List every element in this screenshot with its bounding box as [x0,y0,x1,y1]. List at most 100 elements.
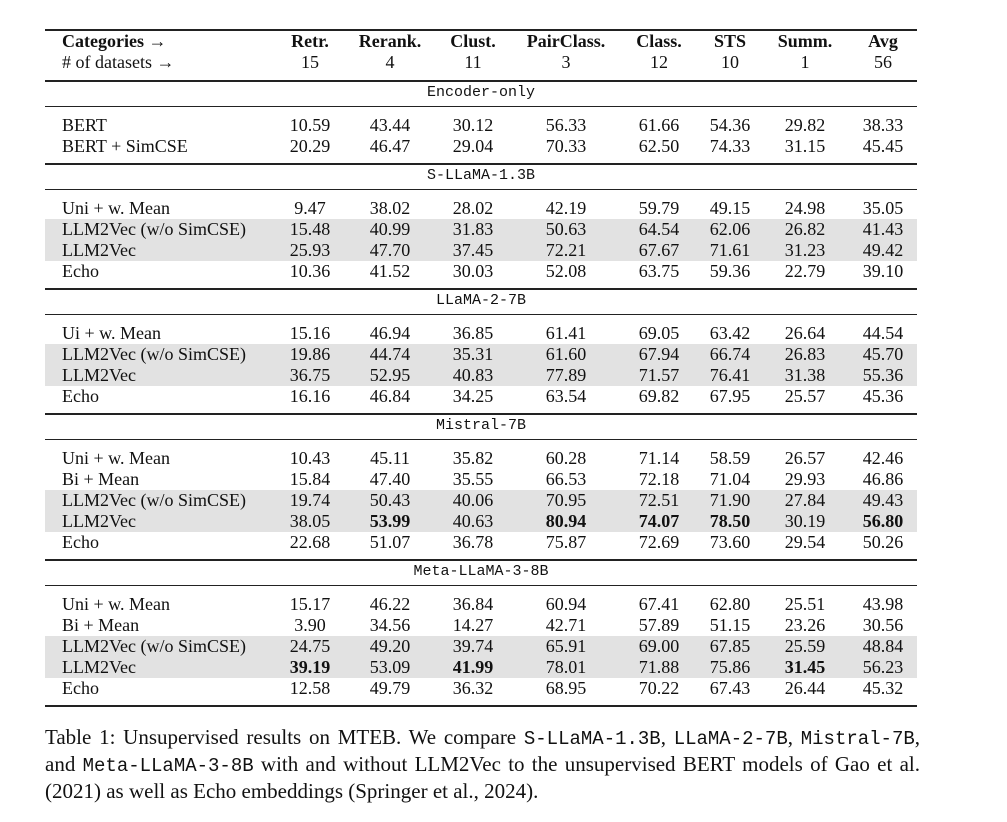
cell: 43.98 [862,594,904,614]
row-label: Uni + w. Mean [62,198,170,218]
cell: 67.95 [709,386,751,406]
cell: 26.64 [784,323,826,343]
cell: 52.95 [369,365,411,385]
section-title: Encoder-only [426,84,536,101]
rule [45,106,917,107]
row-label: Uni + w. Mean [62,448,170,468]
cell: 38.05 [289,511,331,531]
cell: 39.19 [289,657,331,677]
cell: 68.95 [545,678,587,698]
rule [45,288,917,290]
cell: 61.60 [545,344,587,364]
cell: 12.58 [289,678,331,698]
cell: 63.54 [545,386,587,406]
cell: 45.36 [862,386,904,406]
row-label: Echo [62,386,99,406]
cell: 49.15 [709,198,751,218]
caption-text: Table 1: Unsupervised results on MTEB. W… [45,725,524,749]
cell: 45.11 [370,448,410,468]
cell: 24.98 [784,198,826,218]
cell: 36.75 [289,365,331,385]
cell: 42.19 [545,198,587,218]
cell: 48.84 [862,636,904,656]
cell: 46.84 [369,386,411,406]
row-label: Echo [62,532,99,552]
cell: 62.06 [709,219,751,239]
cell: 15.48 [289,219,331,239]
cell: 50.43 [369,490,411,510]
row-label: Bi + Mean [62,615,140,635]
cell: 31.83 [452,219,494,239]
caption-text: , [787,725,801,749]
cell: 29.04 [452,136,494,156]
cell: 61.41 [545,323,587,343]
cell: 39.10 [862,261,904,281]
cell: 56.80 [862,511,904,531]
cell: 69.05 [638,323,680,343]
cell: 15.17 [289,594,331,614]
cell: 37.45 [452,240,494,260]
row-label: # of datasets → [62,52,175,72]
cell: 50.26 [862,532,904,552]
cell: 70.95 [545,490,587,510]
cell: 64.54 [638,219,680,239]
cell: 27.84 [784,490,826,510]
cell: 65.91 [545,636,587,656]
caption-text: LLaMA-2-7B [673,728,788,750]
cell: 25.57 [784,386,826,406]
cell: 14.27 [452,615,494,635]
cell: Rerank. [358,31,422,51]
section-title: LLaMA-2-7B [435,292,527,309]
cell: 29.54 [784,532,826,552]
cell: 75.86 [709,657,751,677]
cell: 57.89 [638,615,680,635]
cell: 76.41 [709,365,751,385]
cell: 1 [800,52,810,72]
cell: 34.56 [369,615,411,635]
cell: 80.94 [545,511,587,531]
caption-text: Meta-LLaMA-3-8B [82,755,254,777]
cell: 35.82 [452,448,494,468]
cell: 36.78 [452,532,494,552]
cell: 72.69 [638,532,680,552]
row-label: LLM2Vec [62,511,136,531]
cell: 59.36 [709,261,751,281]
cell: 53.09 [369,657,411,677]
cell: 15 [301,52,319,72]
cell: 53.99 [369,511,411,531]
cell: Avg [868,31,898,51]
rule [45,314,917,315]
cell: 26.44 [784,678,826,698]
cell: 29.82 [784,115,826,135]
cell: 30.19 [784,511,826,531]
cell: STS [713,31,747,51]
row-label: Echo [62,678,99,698]
cell: 51.15 [709,615,751,635]
cell: 74.33 [709,136,751,156]
cell: 70.33 [545,136,587,156]
cell: 26.83 [784,344,826,364]
cell: 49.42 [862,240,904,260]
cell: 10 [721,52,739,72]
caption-text: Mistral-7B [800,728,915,750]
cell: 69.00 [638,636,680,656]
row-label: BERT [62,115,107,135]
cell: 31.45 [784,657,826,677]
cell: 39.74 [452,636,494,656]
cell: 36.32 [452,678,494,698]
cell: 71.14 [638,448,680,468]
cell: 3 [561,52,571,72]
cell: 56.33 [545,115,587,135]
cell: 31.38 [784,365,826,385]
rule [45,439,917,440]
rule [45,163,917,165]
cell: 4 [385,52,395,72]
cell: 50.63 [545,219,587,239]
cell: 30.56 [862,615,904,635]
cell: 42.71 [545,615,587,635]
cell: 69.82 [638,386,680,406]
rule [45,705,917,707]
cell: Retr. [291,31,329,51]
cell: 15.16 [289,323,331,343]
cell: 40.06 [452,490,494,510]
